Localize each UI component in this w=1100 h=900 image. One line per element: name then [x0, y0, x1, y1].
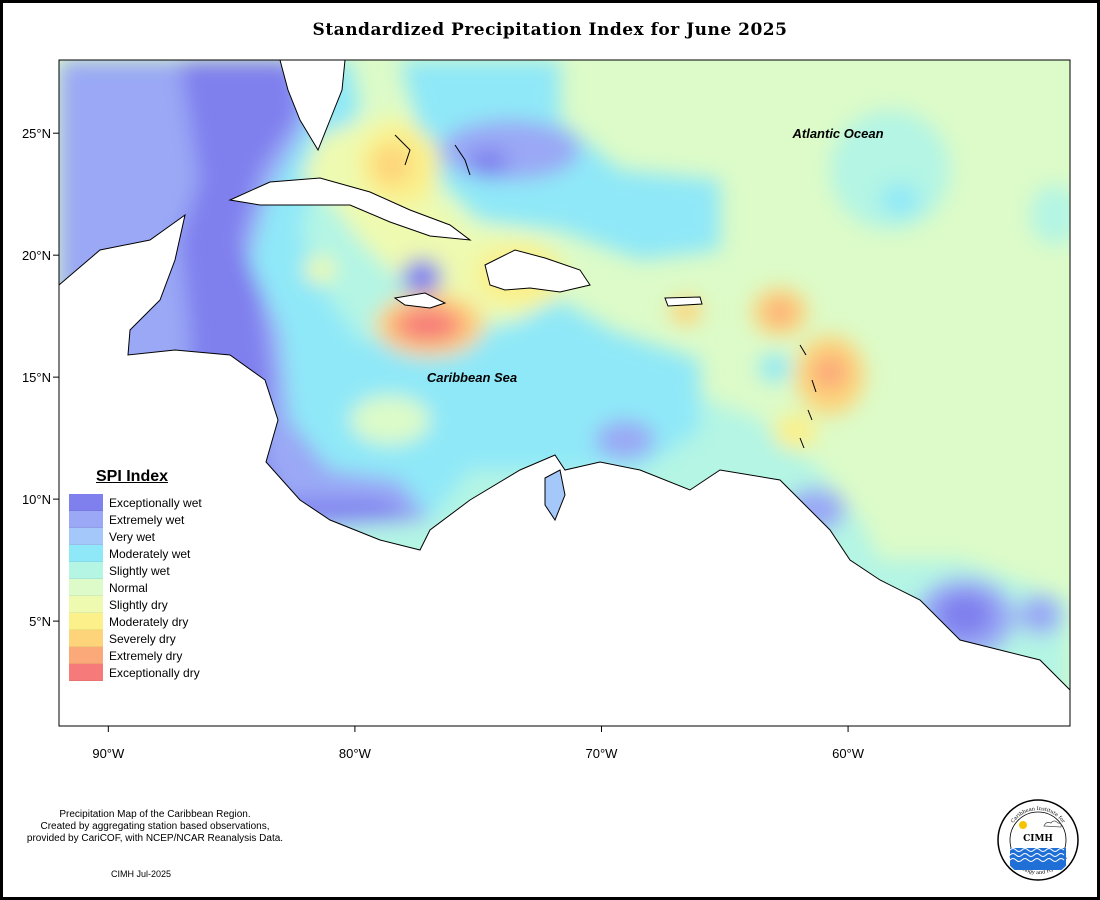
legend-swatch: [69, 664, 103, 681]
island-chain-lesser-antilles: [799, 344, 817, 449]
legend-label: Extremely dry: [109, 648, 183, 663]
legend-swatch: [69, 528, 103, 545]
spi-blob-martinique-wet: [759, 354, 791, 382]
legend-item: Very wet: [69, 528, 202, 545]
plot-border: [58, 59, 1071, 727]
spi-blob-guiana-east-wet: [1018, 595, 1062, 635]
legend-label: Normal: [109, 580, 148, 595]
legend-swatch: [69, 613, 103, 630]
credit-line-1: Precipitation Map of the Caribbean Regio…: [59, 809, 251, 820]
land-masses: [59, 60, 1070, 726]
lon-tick-label: 70°W: [586, 746, 619, 761]
lat-axis: 25°N 20°N 15°N 10°N 5°N: [22, 126, 59, 629]
spi-blob-atlantic-east: [1030, 185, 1070, 245]
spi-blob-bahamas-wet: [440, 120, 580, 180]
legend-swatch: [69, 630, 103, 647]
legend-item: Exceptionally wet: [69, 494, 202, 511]
legend-label: Exceptionally wet: [109, 495, 202, 510]
land-hispaniola: [484, 249, 591, 293]
legend-swatch: [69, 562, 103, 579]
legend-item: Exceptionally dry: [69, 664, 202, 681]
legend-label: Slightly wet: [109, 563, 170, 578]
legend-item: Normal: [69, 579, 202, 596]
spi-blob-windwards-extreme: [812, 354, 848, 390]
land-cuba: [228, 177, 472, 241]
spi-blob-atlantic-core: [880, 184, 920, 216]
legend-label: Exceptionally dry: [109, 665, 200, 680]
credit-line-2: Created by aggregating station based obs…: [40, 821, 270, 832]
land-central-south-america: [59, 213, 1070, 726]
credit-text: Precipitation Map of the Caribbean Regio…: [10, 809, 300, 845]
land-puerto-rico: [664, 296, 703, 307]
legend-item: Slightly dry: [69, 596, 202, 613]
spi-blob-sea-normal: [350, 395, 430, 445]
spi-blob-grenada-dry: [773, 414, 817, 450]
credit-date: CIMH Jul-2025: [111, 869, 172, 879]
lat-tick-label: 15°N: [22, 370, 51, 385]
land-florida: [279, 60, 346, 152]
legend-swatch: [69, 647, 103, 664]
lon-tick-label: 90°W: [92, 746, 125, 761]
label-atlantic-ocean: Atlantic Ocean: [791, 126, 883, 141]
legend-item: Extremely dry: [69, 647, 202, 664]
lon-tick-label: 60°W: [832, 746, 865, 761]
legend-item: Moderately dry: [69, 613, 202, 630]
small-islands: [394, 134, 817, 449]
lat-tick-label: 10°N: [22, 492, 51, 507]
legend-label: Moderately wet: [109, 546, 191, 561]
credit-line-3: provided by CariCOF, with NCEP/NCAR Rean…: [26, 833, 284, 844]
legend-label: Slightly dry: [109, 597, 168, 612]
legend-swatch: [69, 494, 103, 511]
spi-blob-jamaica-exceptional: [400, 311, 456, 339]
spi-blob-jamaica-wet: [402, 259, 442, 295]
legend-swatch: [69, 596, 103, 613]
cimh-logo: Caribbean Institute for Meteorology and …: [997, 799, 1079, 881]
map-title: Standardized Precipitation Index for Jun…: [312, 20, 788, 40]
legend-item: Moderately wet: [69, 545, 202, 562]
lon-axis: 90°W 80°W 70°W 60°W: [92, 726, 865, 761]
spi-legend: Exceptionally wet Extremely wet Very wet Mo…: [69, 494, 202, 681]
lon-tick-label: 80°W: [339, 746, 372, 761]
lat-tick-label: 5°N: [29, 614, 51, 629]
island-eleuthera: [454, 144, 471, 176]
spi-blob-suriname-exceptional: [937, 593, 993, 637]
cloud-icon: [1043, 820, 1062, 828]
island-andros: [394, 134, 411, 166]
spi-blob-bahamas-exceptional: [468, 149, 508, 177]
legend-item: Slightly wet: [69, 562, 202, 579]
spi-field: [59, 60, 1070, 726]
legend-swatch: [69, 511, 103, 528]
lat-tick-label: 25°N: [22, 126, 51, 141]
legend-item: Severely dry: [69, 630, 202, 647]
spi-blob-cuba-severe: [372, 145, 412, 185]
sun-icon: [1019, 821, 1027, 829]
legend-swatch: [69, 579, 103, 596]
spi-blob-aruba-wet: [595, 420, 655, 460]
label-caribbean-sea: Caribbean Sea: [427, 370, 517, 385]
legend-swatch: [69, 545, 103, 562]
legend-title: SPI Index: [96, 468, 169, 485]
legend-label: Severely dry: [109, 631, 176, 646]
waves-icon: [1009, 848, 1066, 870]
spi-blob-leewards-extreme: [766, 300, 794, 324]
legend-item: Extremely wet: [69, 511, 202, 528]
legend-label: Moderately dry: [109, 614, 189, 629]
legend-label: Very wet: [109, 529, 156, 544]
land-jamaica: [393, 292, 447, 309]
legend-label: Extremely wet: [109, 512, 185, 527]
lat-tick-label: 20°N: [22, 248, 51, 263]
lake-maracaibo: [544, 469, 566, 522]
spi-blob-caymans-dry: [304, 256, 336, 284]
logo-center-text: CIMH: [1023, 834, 1053, 844]
